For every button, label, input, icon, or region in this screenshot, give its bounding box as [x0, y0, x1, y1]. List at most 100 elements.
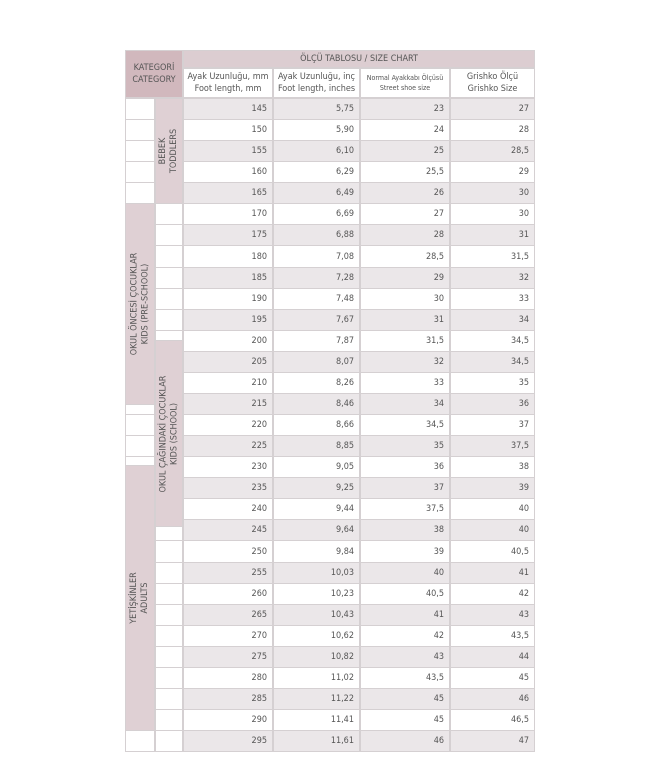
cell-text: 8,66: [335, 420, 354, 431]
cell-text: 155: [251, 146, 267, 157]
table-cell: 27: [450, 98, 535, 121]
cell-text: 33: [433, 377, 444, 388]
table-cell: 25,5: [360, 161, 450, 184]
table-cell: 5,75: [273, 98, 360, 121]
group-label: BEBEK TODDLERS: [158, 129, 180, 173]
table-cell: 8,26: [273, 371, 360, 394]
cell-text: 37,5: [425, 504, 444, 515]
category-cell: [125, 435, 155, 458]
table-cell: 240: [183, 498, 273, 521]
table-cell: 38: [360, 519, 450, 542]
table-cell: 285: [183, 687, 273, 711]
table-cell: 175: [183, 224, 273, 247]
cell-text: 37,5: [510, 441, 529, 452]
table-cell: 34,5: [450, 329, 535, 352]
cell-text: 42: [433, 630, 444, 641]
table-cell: 37,5: [450, 435, 535, 458]
group-label-text: KIDS (PRE-SCHOOL): [140, 263, 151, 345]
table-cell: 160: [183, 161, 273, 184]
cell-text: 10,62: [330, 630, 354, 641]
cell-text: 26: [433, 188, 444, 199]
category-header-text: CATEGORY: [132, 75, 176, 85]
table-cell: 39: [360, 540, 450, 563]
cell-text: 7,87: [335, 335, 354, 346]
cell-text: 46,5: [510, 715, 529, 726]
cell-text: 29: [518, 167, 529, 178]
cell-text: 23: [433, 104, 444, 115]
table-cell: 7,08: [273, 245, 360, 268]
category-group: OKUL ÇAĞINDAKİ ÇOCUKLAR KIDS (SCHOOL): [155, 340, 183, 527]
table-cell: 40: [450, 498, 535, 521]
cell-text: 275: [251, 651, 267, 662]
cell-text: 9,05: [335, 462, 354, 473]
table-cell: 24: [360, 119, 450, 142]
category-group: OKUL ÖNCESİ ÇOCUKLAR KIDS (PRE-SCHOOL): [125, 203, 155, 405]
table-cell: 7,87: [273, 329, 360, 352]
table-cell: 28: [360, 224, 450, 247]
table-cell: 165: [183, 182, 273, 205]
cell-text: 45: [433, 715, 444, 726]
table-cell: 44: [450, 645, 535, 668]
category-cell: [155, 687, 183, 711]
table-cell: 155: [183, 140, 273, 163]
table-cell: 200: [183, 329, 273, 352]
cell-text: 180: [251, 251, 267, 262]
cell-text: 31,5: [510, 251, 529, 262]
table-cell: 11,61: [273, 730, 360, 753]
cell-text: 45: [518, 672, 529, 683]
cell-text: 44: [518, 651, 529, 662]
cell-text: 7,08: [335, 251, 354, 262]
cell-text: 25: [433, 146, 444, 157]
cell-text: 10,82: [330, 651, 354, 662]
category-cell: [125, 182, 155, 205]
cell-text: 34,5: [510, 335, 529, 346]
cell-text: 9,25: [335, 483, 354, 494]
table-cell: 245: [183, 519, 273, 542]
table-cell: 31: [450, 224, 535, 247]
table-cell: 9,84: [273, 540, 360, 563]
cell-text: 9,44: [335, 504, 354, 515]
cell-text: 30: [518, 209, 529, 220]
table-title: ÖLÇÜ TABLOSU / SIZE CHART: [300, 54, 418, 64]
cell-text: 39: [433, 546, 444, 557]
column-header-text: Foot length, mm: [194, 84, 262, 94]
cell-text: 6,49: [335, 188, 354, 199]
cell-text: 24: [433, 125, 444, 136]
cell-text: 260: [251, 588, 267, 599]
column-header: Ayak Uzunluğu, inç Foot length, inches: [273, 68, 360, 98]
table-cell: 6,49: [273, 182, 360, 205]
category-cell: [125, 98, 155, 121]
table-cell: 42: [360, 624, 450, 647]
category-cell: [125, 414, 155, 437]
category-cell: [155, 266, 183, 289]
table-cell: 29: [450, 161, 535, 184]
cell-text: 6,10: [335, 146, 354, 157]
table-cell: 40: [360, 561, 450, 584]
table-cell: 41: [450, 561, 535, 584]
cell-text: 215: [251, 399, 267, 409]
table-cell: 27: [360, 203, 450, 226]
table-cell: 275: [183, 645, 273, 668]
cell-text: 40: [518, 525, 529, 536]
cell-text: 43,5: [425, 672, 444, 683]
table-cell: 45: [360, 687, 450, 711]
cell-text: 37: [518, 420, 529, 431]
cell-text: 150: [251, 125, 267, 136]
table-cell: 33: [450, 287, 535, 310]
cell-text: 210: [251, 377, 267, 388]
category-cell: [155, 540, 183, 563]
cell-text: 175: [251, 230, 267, 241]
table-cell: 30: [360, 287, 450, 310]
cell-text: 34,5: [510, 356, 529, 367]
table-cell: 255: [183, 561, 273, 584]
table-cell: 35: [360, 435, 450, 458]
table-cell: 235: [183, 477, 273, 500]
table-cell: 32: [360, 350, 450, 373]
table-cell: 220: [183, 414, 273, 437]
table-cell: 8,46: [273, 392, 360, 416]
table-cell: 25: [360, 140, 450, 163]
cell-text: 43,5: [510, 630, 529, 641]
cell-text: 6,88: [335, 230, 354, 241]
cell-text: 40: [518, 504, 529, 515]
